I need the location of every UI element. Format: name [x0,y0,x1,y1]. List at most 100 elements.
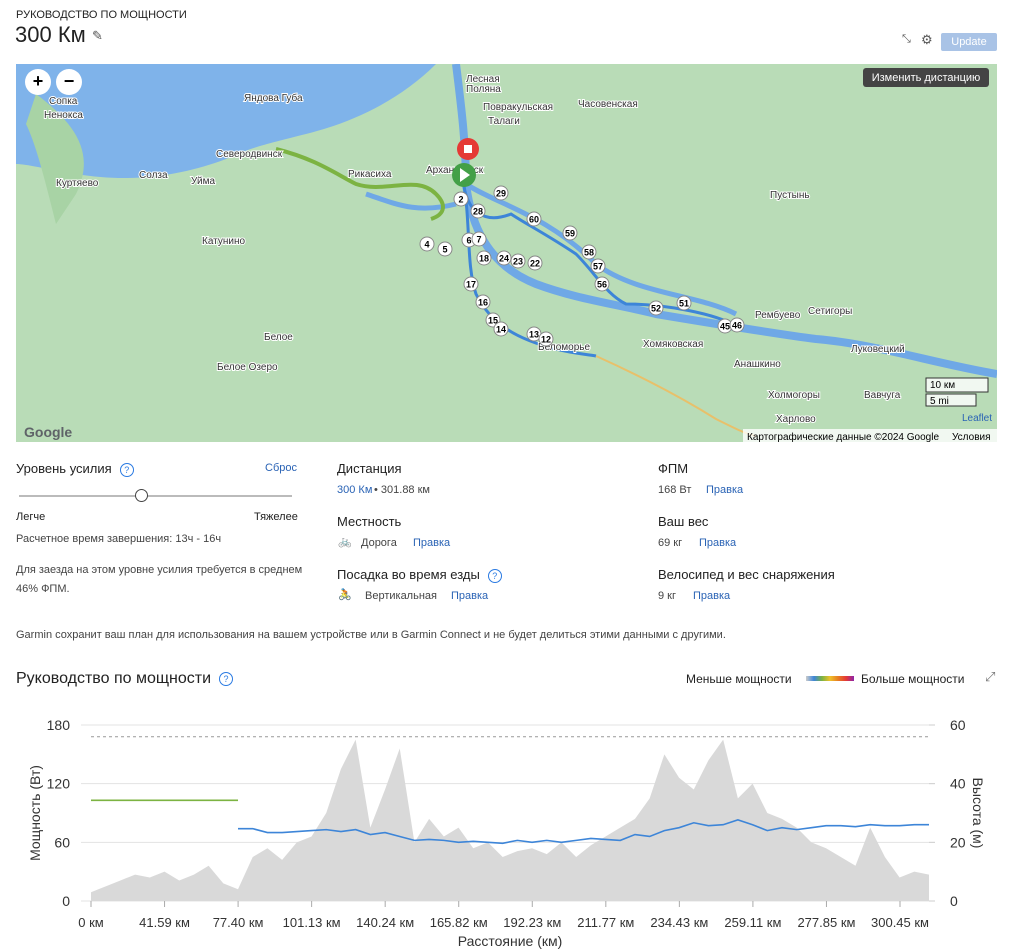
legend-gradient [806,676,854,681]
place-label: Пустынь [770,190,810,201]
route-marker-label: 57 [593,262,603,272]
elevation-area [91,739,929,901]
position-value: Вертикальная [365,590,437,602]
x-tick-label: 300.45 км [871,915,929,930]
route-marker-label: 60 [529,215,539,225]
place-label: Вавчуга [864,390,901,401]
place-label: Яндова Губа [244,92,303,104]
bike-edit[interactable]: Правка [693,590,731,602]
place-label: Катунино [202,236,245,247]
route-marker [590,258,606,274]
x-tick-label: 77.40 км [213,915,264,930]
x-tick-label: 211.77 км [577,915,634,930]
route-marker-label: 6 [466,236,471,246]
y2-tick-label: 0 [950,893,958,909]
zoom-in[interactable] [25,69,51,95]
place-label: Сетигоры [808,306,852,317]
help-icon[interactable]: ? [119,462,134,477]
place-label: Куртяево [56,178,99,189]
help-icon[interactable]: ? [219,671,234,686]
weight-label: Ваш вес [658,514,709,529]
place-label: Хомяковская [643,339,703,350]
leaflet-link[interactable]: Leaflet [962,413,992,424]
route-marker-label: 28 [473,207,483,217]
bike-icon: 🚲 [338,536,352,548]
bike-value: 9 кг [658,590,676,602]
x-tick-label: 140.24 км [356,915,414,930]
route-start [275,147,445,221]
harder-label: Тяжелее [254,511,298,523]
place-label: Рембуево [755,309,801,321]
legend-low: Меньше мощности [686,672,792,686]
y2-axis-label: Высота (м) [970,778,986,849]
route-marker-label: 52 [651,304,661,314]
scale-km-label: 10 км [930,380,955,391]
route-marker-label: 18 [479,254,489,264]
place-label: Поляна [466,84,501,95]
place-label: Рикасиха [348,169,392,180]
position-label-text: Посадка во время езды [337,567,480,582]
y-tick-label: 60 [54,834,70,850]
end-icon [464,145,472,153]
attribution: Картографические данные ©2024 Google [747,431,939,442]
rider-icon: 🚴 [338,589,352,601]
distance-label: Дистанция [337,461,402,476]
collapse-icon[interactable]: ⤡ [902,33,911,45]
distance-value[interactable]: 300 Км [337,484,373,496]
terms-link[interactable]: Условия [952,432,991,442]
effort-note: 46% ФПМ. [16,583,70,595]
chart: 0 60 120 180 0 20 40 60 0 км 41.59 км 77.40 км 101.… [27,717,986,949]
place-label: Холмогоры [768,390,820,401]
zoom-out-icon: − [64,71,75,91]
effort-slider-track[interactable] [19,495,292,497]
zoom-out[interactable] [56,69,82,95]
power-line [238,819,929,845]
route-marker [493,185,509,201]
scale-km [925,377,989,393]
page-title: 300 Км [15,22,86,47]
route-marker-label: 45 [720,322,730,332]
position-edit[interactable]: Правка [451,590,489,602]
ftp-edit[interactable]: Правка [706,484,744,496]
route-marker-label: 22 [530,259,540,269]
x-tick-label: 234.43 км [650,915,708,930]
route-marker [496,250,512,266]
place-label: Луковецкий [851,344,905,355]
place-label: Анашкино [734,359,781,370]
route-marker-label: 14 [496,325,506,335]
update-button[interactable]: Update [941,33,997,51]
expand-icon[interactable]: ⤢ [985,669,996,684]
sea [16,64,436,179]
route-marker-label: 15 [488,316,498,326]
route-marker-label: 29 [496,189,506,199]
y-axis-label: Мощность (Вт) [27,765,43,861]
place-label: Лесная [466,74,500,85]
route-marker [471,231,487,247]
place-label: Харлово [776,414,816,425]
help-icon[interactable]: ? [487,568,502,583]
edit-icon[interactable]: ✎ [92,28,103,43]
route-marker [463,276,479,292]
change-distance-button[interactable] [863,68,989,87]
route-marker-label: 58 [584,248,594,258]
terrain-edit[interactable]: Правка [413,537,451,549]
estimate: Расчетное время завершения: 13ч - 16ч [16,533,222,545]
settings-icon[interactable]: ⚙ [921,32,933,47]
place-label: Ненокса [44,110,83,121]
route-marker-label: 7 [476,235,481,245]
place-label: Уйма [191,176,215,187]
weight-edit[interactable]: Правка [699,537,737,549]
route-marker [562,225,578,241]
legend-high: Больше мощности [861,672,965,686]
route-marker [527,255,543,271]
scale-mi [925,393,977,407]
x-tick-label: 192.23 км [503,915,561,930]
terrain-value: Дорога [361,537,397,549]
effort-slider-thumb[interactable] [135,489,148,502]
x-tick-label: 165.82 км [430,915,488,930]
place-label: Повракульская [483,102,553,113]
attribution-bg [743,429,997,442]
place-label: Белое Озеро [217,362,278,373]
reset-link[interactable]: Сброс [265,462,297,474]
